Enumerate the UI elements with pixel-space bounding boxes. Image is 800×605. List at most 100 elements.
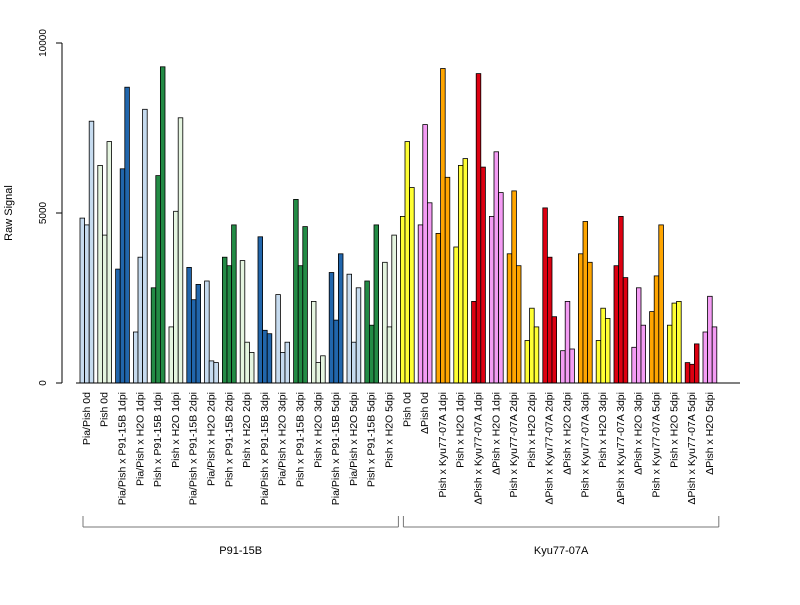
bar xyxy=(168,326,174,384)
bar xyxy=(488,215,495,384)
bar xyxy=(195,283,201,384)
bar xyxy=(368,324,375,384)
bar xyxy=(560,350,566,384)
bar xyxy=(382,261,388,384)
bar xyxy=(137,256,143,384)
x-tick-label: Pish x Kyu77-07A 5dpi xyxy=(651,392,663,498)
x-tick-label: ΔPish 0d xyxy=(419,392,431,434)
bar xyxy=(618,215,624,384)
bar xyxy=(373,224,379,384)
bar xyxy=(275,294,281,384)
x-tick-label: Pish x H2O 3dpi xyxy=(597,392,609,468)
x-tick-label: Pia/Pish x H2O 1dpi xyxy=(134,392,146,486)
x-tick-label: Pia/Pish x P91-15B 1dpi xyxy=(117,392,129,505)
bar xyxy=(453,246,459,384)
x-tick-label: Pia/Pish 0d xyxy=(81,392,93,445)
bar xyxy=(524,340,530,384)
bar xyxy=(435,232,441,384)
bar xyxy=(97,164,103,384)
bar xyxy=(498,192,504,384)
bar xyxy=(542,207,548,384)
bar xyxy=(636,287,642,384)
group-brackets: P91-15B Kyu77-07A xyxy=(82,516,720,557)
bar xyxy=(595,340,602,384)
y-axis: 0 5000 10000 xyxy=(38,29,63,386)
bar xyxy=(102,234,108,384)
bar xyxy=(221,256,228,384)
bar xyxy=(707,295,713,384)
x-tick-label: Pish x H2O 2dpi xyxy=(526,392,538,468)
bar xyxy=(262,329,268,384)
bar xyxy=(711,326,718,384)
x-tick-label: Pish x Kyu77-07A 3dpi xyxy=(579,392,591,498)
bar xyxy=(667,324,673,384)
y-tick-label: 0 xyxy=(38,380,49,386)
bar xyxy=(694,343,700,384)
y-tick-label: 10000 xyxy=(38,29,49,57)
bar xyxy=(257,236,263,384)
bar xyxy=(480,166,486,384)
bar xyxy=(190,299,197,384)
bar xyxy=(386,326,393,384)
x-tick-label: ΔPish x H2O 1dpi xyxy=(490,392,502,475)
bar xyxy=(239,260,246,384)
x-tick-label: Pish x P91-15B 5dpi xyxy=(366,392,378,487)
x-tick-label: Pia/Pish x P91-15B 2dpi xyxy=(188,392,200,505)
x-tick-label: ΔPish x Kyu77-07A 5dpi xyxy=(686,392,698,505)
x-tick-label: Pish x H2O 1dpi xyxy=(455,392,467,468)
x-tick-label: Pish 0d xyxy=(401,392,413,427)
bar xyxy=(231,224,237,384)
bar xyxy=(702,331,708,384)
bar xyxy=(226,265,232,384)
x-tick-label: Pish x P91-15B 2dpi xyxy=(223,392,235,487)
x-tick-label: ΔPish x H2O 3dpi xyxy=(633,392,645,475)
bar xyxy=(605,317,611,384)
bar xyxy=(582,221,588,384)
bar xyxy=(404,141,410,384)
x-tick-label: Pish x P91-15B 3dpi xyxy=(295,392,307,487)
x-tick-label: Pia/Pish x H2O 2dpi xyxy=(206,392,218,486)
bar xyxy=(409,187,415,384)
bar xyxy=(337,253,344,384)
bar xyxy=(124,86,130,384)
x-tick-label: Pish x Kyu77-07A 1dpi xyxy=(437,392,449,498)
bar xyxy=(266,333,273,384)
bar xyxy=(391,234,397,384)
bar xyxy=(417,224,424,384)
bar xyxy=(564,300,571,384)
bar xyxy=(444,176,451,384)
bar xyxy=(173,210,179,384)
x-tick-labels: Pia/Pish 0d Pish 0d Pia/Pish x P91-15B 1dp… xyxy=(81,392,716,505)
x-tick-label: ΔPish x Kyu77-07A 2dpi xyxy=(544,392,556,505)
bar xyxy=(320,355,326,384)
bar xyxy=(516,265,522,384)
bar xyxy=(426,202,433,384)
bar xyxy=(355,287,362,384)
bar xyxy=(506,253,513,384)
x-tick-label: Pish x P91-15B 1dpi xyxy=(152,392,164,487)
bar xyxy=(88,120,95,384)
bar xyxy=(315,362,321,384)
bar xyxy=(462,158,468,384)
bar xyxy=(302,226,308,384)
bar xyxy=(475,73,482,384)
bar xyxy=(79,217,85,384)
bar xyxy=(578,253,584,384)
x-tick-label: Pish x H2O 3dpi xyxy=(312,392,324,468)
x-tick-label: Pish x H2O 5dpi xyxy=(668,392,680,468)
group-label: P91-15B xyxy=(219,545,262,557)
bar xyxy=(208,360,215,384)
bar xyxy=(631,346,637,384)
bar xyxy=(310,300,317,384)
bar xyxy=(622,277,629,384)
bar xyxy=(84,224,90,384)
y-tick-label: 5000 xyxy=(38,201,49,224)
bar xyxy=(351,341,357,384)
bar xyxy=(364,280,370,384)
x-tick-label: ΔPish x H2O 2dpi xyxy=(562,392,574,475)
bar xyxy=(613,265,619,384)
y-axis-label: Raw Signal xyxy=(3,185,15,241)
bar xyxy=(689,363,695,384)
bar xyxy=(333,319,339,384)
